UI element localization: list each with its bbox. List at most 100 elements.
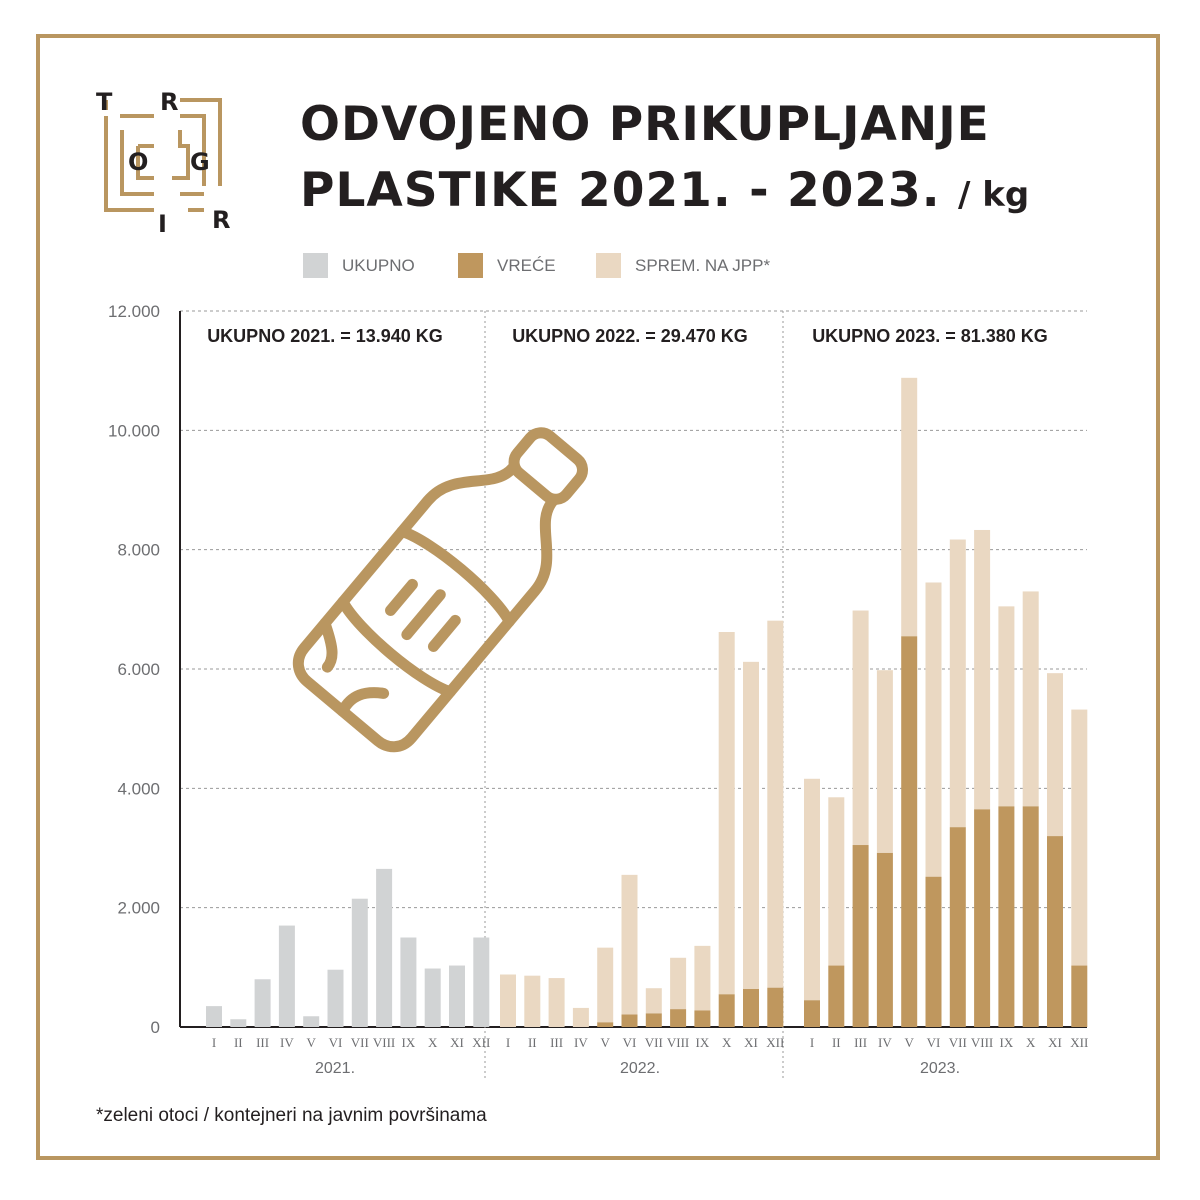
- bar-2021-VII-s1: [351, 898, 368, 1027]
- trogir-logo: T R O G I R: [96, 88, 230, 236]
- bar-2022-XII-s1: [767, 987, 784, 1027]
- y-tick-label: 8.000: [117, 541, 160, 560]
- bar-2022-IX-s1: [694, 1010, 711, 1027]
- x-tick-label: VII: [351, 1035, 369, 1050]
- bars-layer: [206, 377, 1088, 1027]
- legend-item-vrece: VREĆE: [458, 253, 556, 278]
- year-axis-label: 2023.: [920, 1060, 960, 1077]
- bar-2023-V-s1: [901, 636, 918, 1027]
- year-total-label: UKUPNO 2022. = 29.470 KG: [512, 326, 748, 346]
- x-tick-label: X: [722, 1035, 732, 1050]
- x-tick-label: V: [905, 1035, 915, 1050]
- year-total-label: UKUPNO 2021. = 13.940 KG: [207, 326, 443, 346]
- bar-2023-IX-s2: [998, 606, 1015, 807]
- bar-2023-II-s2: [828, 797, 845, 966]
- bar-2023-XI-s2: [1047, 673, 1063, 837]
- year-total-label: UKUPNO 2023. = 81.380 KG: [812, 326, 1048, 346]
- bar-2021-XI-s1: [449, 965, 465, 1027]
- x-tick-label: V: [307, 1035, 317, 1050]
- grid-layer: 0 2.000 4.000 6.000 8.000 10.000 12.000 UKUPNO …: [108, 302, 1088, 1080]
- bar-2023-I-s1: [804, 1000, 820, 1027]
- bar-2021-V-s1: [303, 1016, 320, 1027]
- legend-swatch-vrece: [458, 253, 483, 278]
- bar-2022-VI-s2: [621, 874, 638, 1015]
- y-tick-label: 0: [151, 1018, 160, 1037]
- x-tick-label: II: [528, 1035, 537, 1050]
- x-tick-label: XII: [472, 1035, 490, 1050]
- x-tick-label: VI: [927, 1035, 941, 1050]
- legend-swatch-ukupno: [303, 253, 328, 278]
- x-tick-label: III: [256, 1035, 269, 1050]
- legend-item-sprem: SPREM. NA JPP*: [596, 253, 770, 278]
- bar-2023-III-s2: [852, 610, 869, 846]
- logo-letter-i: I: [158, 210, 167, 236]
- bar-2022-VIII-s2: [670, 957, 687, 1010]
- y-tick-label: 10.000: [108, 421, 160, 440]
- bar-2022-X-s2: [718, 632, 735, 995]
- x-tick-label: XI: [450, 1035, 464, 1050]
- bar-2021-VI-s1: [327, 969, 344, 1027]
- legend-swatch-sprem: [596, 253, 621, 278]
- year-axis-label: 2021.: [315, 1060, 355, 1077]
- legend-label-sprem: SPREM. NA JPP*: [635, 255, 771, 275]
- logo-letter-g: G: [190, 148, 210, 176]
- legend-label-ukupno: UKUPNO: [342, 255, 415, 275]
- bar-2022-X-s1: [718, 994, 735, 1027]
- bar-2022-IV-s2: [572, 1007, 589, 1027]
- x-tick-label: IX: [1000, 1035, 1014, 1050]
- x-tick-label: XI: [1048, 1035, 1062, 1050]
- title-line-1: ODVOJENO PRIKUPLJANJE: [300, 97, 990, 152]
- x-tick-label: VII: [645, 1035, 663, 1050]
- y-tick-label: 6.000: [117, 660, 160, 679]
- chart-legend: UKUPNO VREĆE SPREM. NA JPP*: [0, 253, 1200, 283]
- bar-2022-XI-s1: [743, 988, 759, 1027]
- bar-2021-I-s1: [206, 1006, 222, 1027]
- year-axis-label: 2022.: [620, 1060, 660, 1077]
- bar-2023-I-s2: [804, 778, 820, 1001]
- title-line-2: PLASTIKE 2021. - 2023. / kg: [300, 158, 1029, 228]
- x-tick-label: IV: [878, 1035, 892, 1050]
- bar-2021-X-s1: [424, 968, 441, 1027]
- bar-2021-III-s1: [254, 979, 271, 1027]
- x-tick-label: VI: [329, 1035, 343, 1050]
- bar-2022-I-s2: [500, 974, 516, 1027]
- bar-2022-VIII-s1: [670, 1009, 687, 1027]
- bar-2021-IX-s1: [400, 937, 417, 1027]
- x-tick-label: V: [601, 1035, 611, 1050]
- x-tick-label: I: [212, 1035, 216, 1050]
- bar-2022-VII-s2: [645, 988, 662, 1014]
- x-tick-label: IX: [696, 1035, 710, 1050]
- y-tick-label: 12.000: [108, 302, 160, 321]
- bar-2022-III-s2: [548, 978, 565, 1027]
- logo-letter-r1: R: [160, 88, 178, 116]
- bar-2023-XII-s1: [1071, 965, 1088, 1027]
- logo-letter-t: T: [96, 88, 113, 116]
- bar-2023-IX-s1: [998, 806, 1015, 1027]
- bar-2022-V-s1: [597, 1022, 614, 1027]
- bar-2022-VII-s1: [645, 1013, 662, 1027]
- x-tick-label: IX: [402, 1035, 416, 1050]
- x-tick-label: XII: [766, 1035, 784, 1050]
- bar-2021-II-s1: [230, 1019, 247, 1027]
- bar-2021-IV-s1: [278, 925, 295, 1027]
- bar-2023-XII-s2: [1071, 709, 1088, 966]
- bar-2023-XI-s1: [1047, 836, 1063, 1027]
- legend-item-ukupno: UKUPNO: [303, 253, 415, 278]
- bar-2023-IV-s1: [876, 852, 893, 1027]
- bar-2023-VI-s1: [925, 876, 942, 1027]
- bar-2022-II-s2: [524, 975, 541, 1027]
- x-tick-label: VIII: [667, 1035, 689, 1050]
- bar-2022-V-s2: [597, 947, 614, 1023]
- bar-2021-VIII-s1: [376, 868, 393, 1027]
- bar-2023-VIII-s1: [974, 809, 991, 1027]
- bar-2022-XI-s2: [743, 661, 759, 989]
- page-frame: [36, 34, 1160, 1160]
- x-tick-label: XI: [744, 1035, 758, 1050]
- x-tick-label: X: [1026, 1035, 1036, 1050]
- x-tick-label: IV: [280, 1035, 294, 1050]
- title-line-2-text: PLASTIKE 2021. - 2023.: [300, 163, 941, 218]
- chart-title: ODVOJENO PRIKUPLJANJE PLASTIKE 2021. - 2…: [300, 92, 1029, 228]
- footnote: *zeleni otoci / kontejneri na javnim pov…: [96, 1105, 487, 1126]
- legend-label-vrece: VREĆE: [497, 255, 556, 275]
